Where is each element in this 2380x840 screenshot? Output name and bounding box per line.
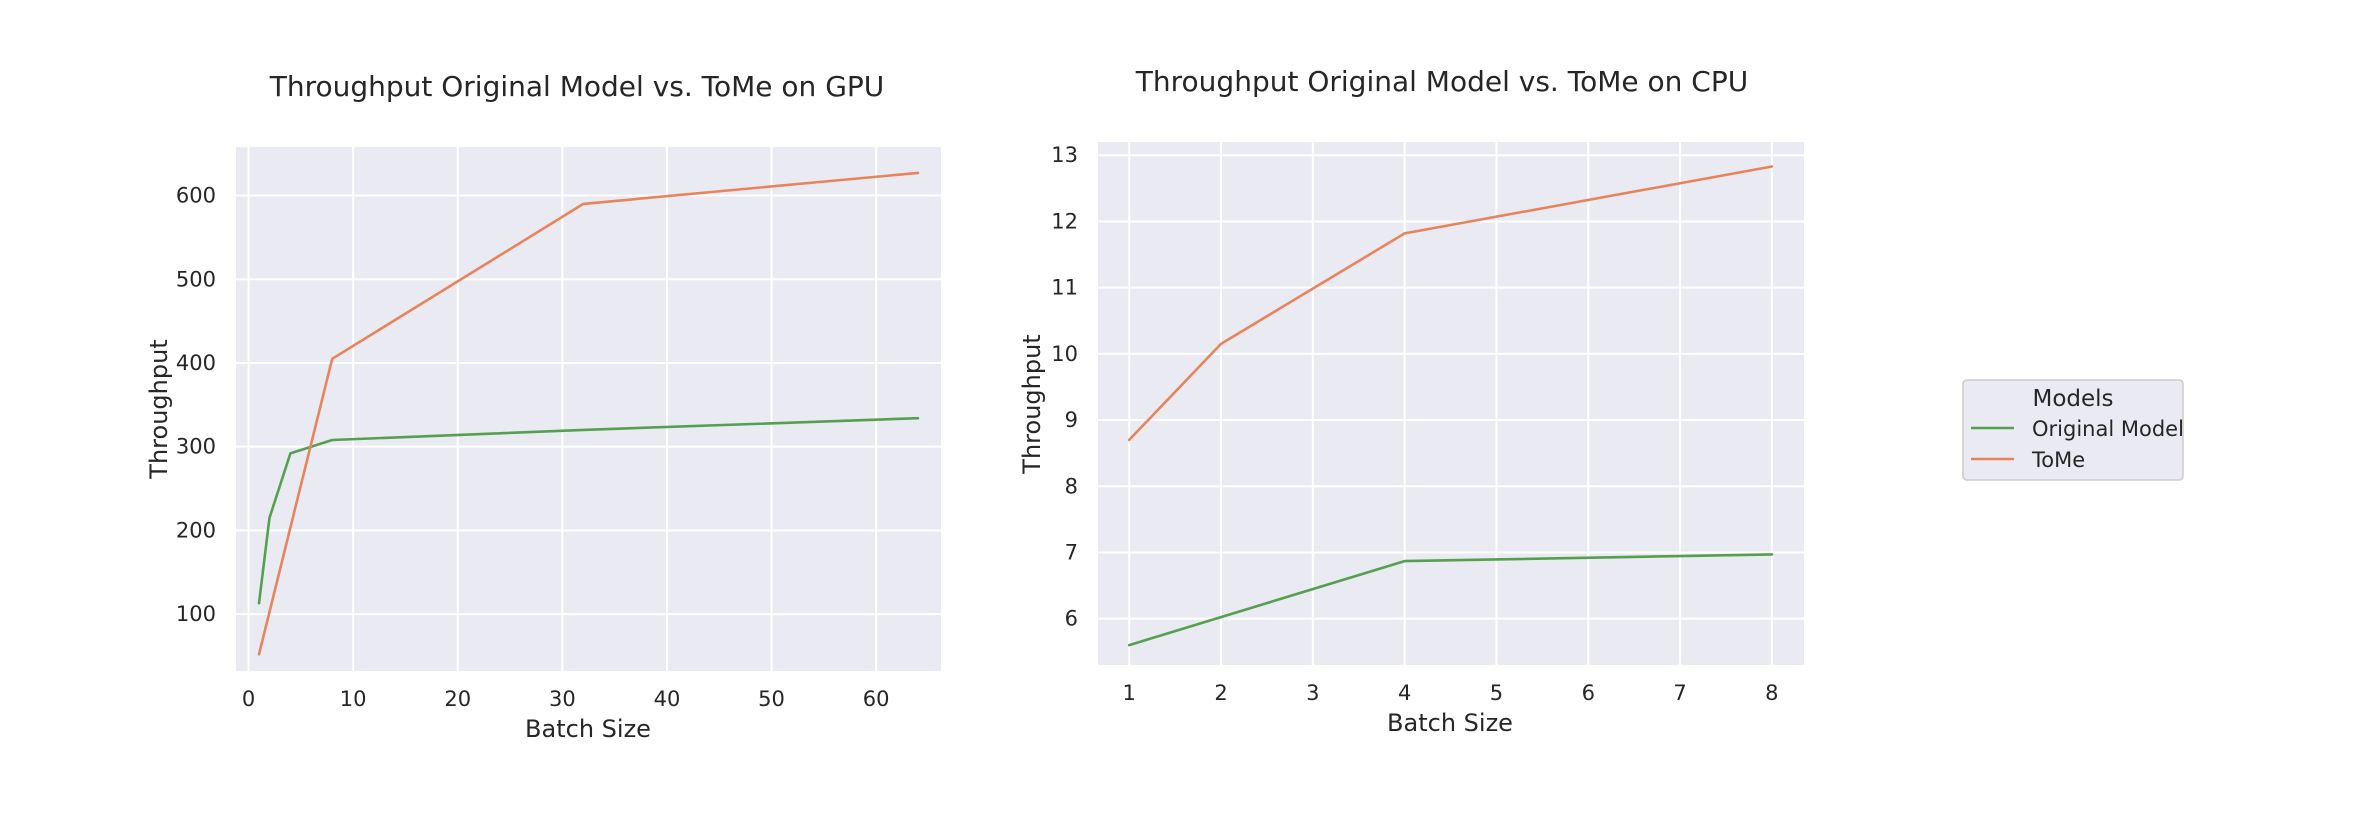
legend-label-original-model: Original Model [2032,417,2184,441]
cpu-series-lines [1127,165,1774,647]
gpu-y-tick-label: 300 [176,435,216,459]
gpu-y-tick-label: 600 [176,184,216,208]
gpu-chart: Throughput Original Model vs. ToMe on GP… [145,70,941,743]
cpu-chart: Throughput Original Model vs. ToMe on CP… [1018,65,1804,737]
gpu-series-lines [257,171,920,656]
cpu-y-tick-label: 7 [1065,540,1078,564]
gpu-y-tick-label: 100 [176,602,216,626]
gpu-x-tick-label: 60 [863,687,890,711]
gpu-x-tick-label: 10 [340,687,367,711]
legend-label-tome: ToMe [2031,448,2085,472]
cpu-x-tick-label: 4 [1398,681,1411,705]
cpu-y-tick-label: 8 [1065,474,1078,498]
gpu-x-tick-label: 0 [242,687,255,711]
cpu-x-tick-labels: 1 2 3 4 5 6 7 8 [1123,681,1779,705]
cpu-x-tick-label: 2 [1214,681,1227,705]
gpu-y-tick-label: 200 [176,518,216,542]
gpu-gridlines [236,147,941,671]
legend-box [1962,379,2184,481]
cpu-series-tome-line [1127,165,1774,442]
gpu-y-tick-label: 500 [176,267,216,291]
gpu-x-tick-label: 20 [444,687,471,711]
cpu-x-tick-label: 1 [1123,681,1136,705]
cpu-x-tick-label: 3 [1306,681,1319,705]
gpu-x-tick-label: 40 [654,687,681,711]
cpu-y-tick-label: 12 [1051,209,1078,233]
cpu-y-tick-label: 9 [1065,408,1078,432]
cpu-y-tick-label: 13 [1051,143,1078,167]
legend: Models Original Model ToMe [1962,379,2184,481]
cpu-x-tick-label: 8 [1765,681,1778,705]
gpu-x-tick-labels: 0 10 20 30 40 50 60 [242,687,890,711]
cpu-chart-title: Throughput Original Model vs. ToMe on CP… [1135,65,1748,98]
gpu-chart-title: Throughput Original Model vs. ToMe on GP… [269,70,885,103]
cpu-y-tick-label: 6 [1065,607,1078,631]
gpu-x-tick-label: 30 [549,687,576,711]
cpu-y-tick-labels: 6 7 8 9 10 11 12 13 [1051,143,1078,630]
cpu-x-tick-label: 5 [1490,681,1503,705]
cpu-y-axis-label: Throughput [1018,334,1046,474]
legend-title: Models [2032,386,2113,412]
cpu-plot-area [1098,142,1804,665]
gpu-plot-area [236,147,941,671]
cpu-x-tick-label: 7 [1673,681,1686,705]
gpu-y-tick-label: 400 [176,351,216,375]
gpu-y-axis-label: Throughput [145,339,173,479]
gpu-y-tick-labels: 100 200 300 400 500 600 [176,184,216,627]
gpu-series-tome-line [257,171,920,656]
gpu-x-tick-label: 50 [758,687,785,711]
cpu-series-original-model-line [1127,553,1774,647]
cpu-x-tick-label: 6 [1582,681,1595,705]
cpu-x-axis-label: Batch Size [1387,709,1513,737]
cpu-y-tick-label: 11 [1051,276,1078,300]
cpu-y-tick-label: 10 [1051,342,1078,366]
gpu-x-axis-label: Batch Size [525,715,651,743]
